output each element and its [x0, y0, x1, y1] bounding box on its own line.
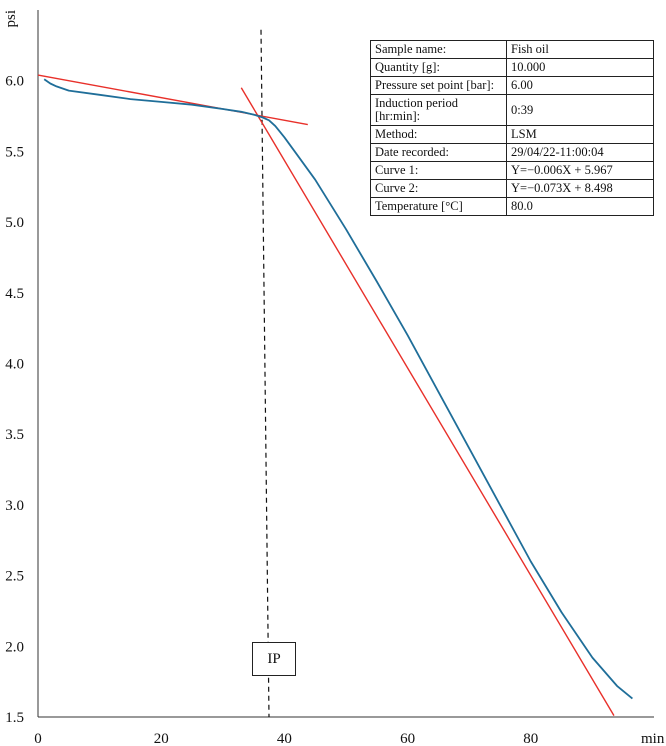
fit-line-curve-2 [240, 87, 615, 716]
sample-info-table: Sample name: Fish oil Quantity [g]: 10.000 P… [370, 40, 654, 216]
info-value: LSM [506, 125, 654, 144]
x-tick-labels: 0 20 40 60 80 [34, 731, 538, 746]
info-value: Y=−0.073X + 8.498 [506, 179, 654, 198]
y-axis-label: psi [3, 10, 19, 28]
info-key: Pressure set point [bar]: [370, 76, 507, 95]
pressure-series-line [43, 78, 633, 700]
info-table-row: Induction period [hr:min]: 0:39 [370, 94, 654, 126]
plot-area [37, 29, 633, 718]
y-tick-label: 3.5 [5, 427, 24, 443]
info-table-row: Temperature [°C] 80.0 [370, 197, 654, 216]
info-key: Sample name: [370, 40, 507, 59]
info-value: 29/04/22-11:00:04 [506, 143, 654, 162]
info-key: Method: [370, 125, 507, 144]
info-value: Fish oil [506, 40, 654, 59]
x-tick-label: 40 [277, 731, 292, 746]
info-value: 80.0 [506, 197, 654, 216]
info-value: 10.000 [506, 58, 654, 77]
y-tick-label: 5.0 [5, 215, 24, 231]
info-table-row: Method: LSM [370, 125, 654, 144]
y-tick-label: 3.0 [5, 498, 24, 514]
x-tick-label: 60 [400, 731, 415, 746]
info-table-row: Quantity [g]: 10.000 [370, 58, 654, 77]
info-key: Date recorded: [370, 143, 507, 162]
y-tick-labels: 1.5 2.0 2.5 3.0 3.5 4.0 4.5 5.0 5.5 6.0 [5, 74, 24, 726]
fit-line-curve-1 [37, 74, 308, 126]
x-tick-label: 20 [154, 731, 169, 746]
info-table-row: Sample name: Fish oil [370, 40, 654, 59]
y-tick-label: 5.5 [5, 144, 24, 160]
y-tick-label: 1.5 [5, 710, 24, 726]
info-key: Temperature [°C] [370, 197, 507, 216]
induction-period-marker-label: IP [252, 642, 296, 676]
induction-period-line [260, 29, 270, 718]
x-axis-label: min [641, 731, 665, 746]
info-value: 0:39 [506, 94, 654, 126]
info-key: Curve 2: [370, 179, 507, 198]
x-tick-label: 0 [34, 731, 42, 746]
info-value: Y=−0.006X + 5.967 [506, 161, 654, 180]
y-tick-label: 4.5 [5, 286, 24, 302]
info-value: 6.00 [506, 76, 654, 95]
y-tick-label: 6.0 [5, 74, 24, 90]
info-key: Quantity [g]: [370, 58, 507, 77]
info-table-row: Date recorded: 29/04/22-11:00:04 [370, 143, 654, 162]
y-tick-label: 2.5 [5, 569, 24, 585]
info-table-row: Curve 2: Y=−0.073X + 8.498 [370, 179, 654, 198]
info-key: Curve 1: [370, 161, 507, 180]
info-table-row: Curve 1: Y=−0.006X + 5.967 [370, 161, 654, 180]
y-tick-label: 4.0 [5, 357, 24, 373]
x-tick-label: 80 [523, 731, 538, 746]
y-tick-label: 2.0 [5, 639, 24, 655]
info-table-row: Pressure set point [bar]: 6.00 [370, 76, 654, 95]
info-key: Induction period [hr:min]: [370, 94, 507, 126]
